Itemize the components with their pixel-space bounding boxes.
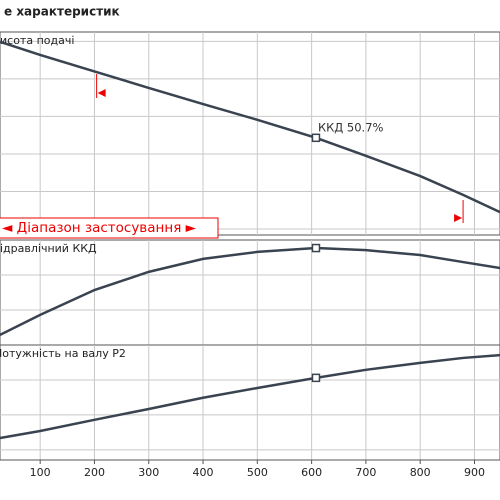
panel-label: Потужність на валу P2 [0, 347, 126, 360]
curve [0, 40, 500, 214]
duty-point [311, 133, 321, 143]
x-tick-label: 400 [193, 466, 214, 479]
range-box [0, 217, 219, 239]
range-start-arrow [97, 89, 106, 97]
duty-point [311, 373, 321, 383]
x-tick-label: 600 [301, 466, 322, 479]
x-tick-label: 100 [30, 466, 51, 479]
panel-frame [0, 31, 500, 236]
range-end-arrow [454, 214, 463, 222]
x-tick-label: 500 [247, 466, 268, 479]
duty-point [311, 243, 321, 253]
annotation: ККД 50.7% [318, 120, 384, 134]
chart-title: е характеристик [4, 5, 120, 19]
curve [0, 246, 500, 336]
x-tick-label: 300 [138, 466, 159, 479]
curve [0, 353, 500, 440]
x-tick-label: 700 [355, 466, 376, 479]
panel-label: исота подачі [0, 34, 74, 47]
x-tick-label: 200 [84, 466, 105, 479]
x-tick-label: 900 [464, 466, 485, 479]
x-tick-label: 800 [410, 466, 431, 479]
panel-label: ідравлічний ККД [0, 242, 97, 255]
range-label: ◄ Діапазон застосування ► [2, 220, 197, 236]
